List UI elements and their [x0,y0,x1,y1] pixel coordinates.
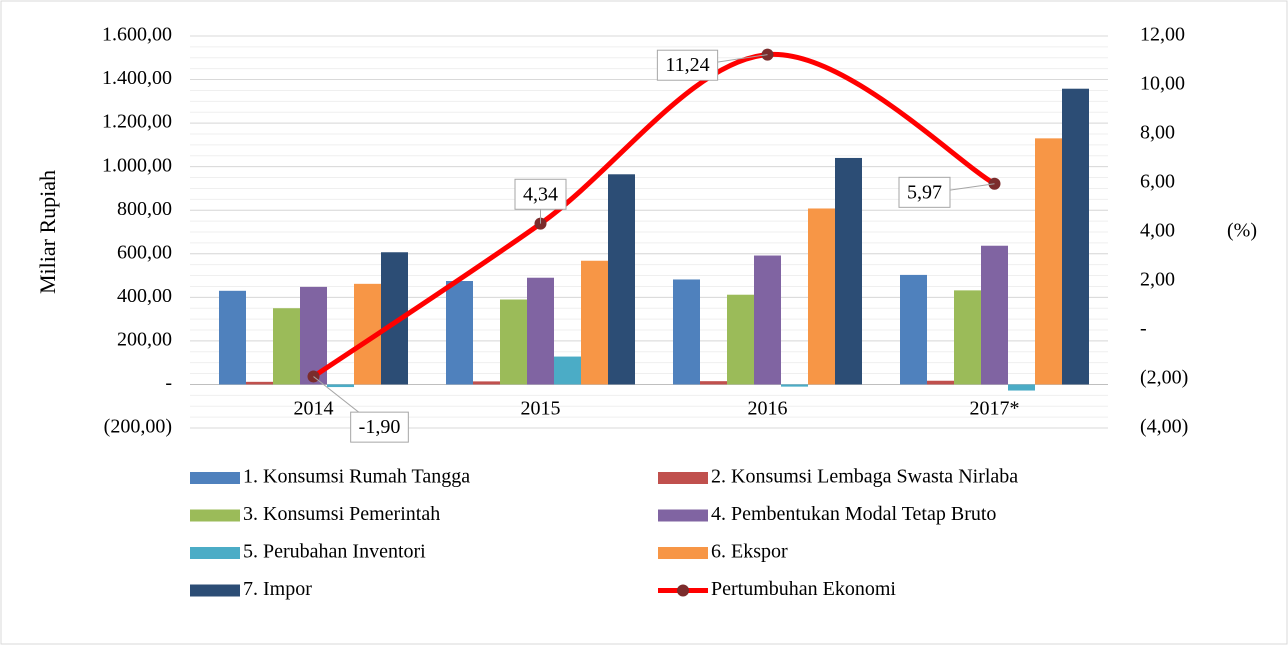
y2-tick-label: 12,00 [1140,24,1185,46]
legend-marker [677,584,689,597]
legend-label: 3. Konsumsi Pemerintah [243,503,440,525]
line [312,52,996,379]
data-label-box [514,178,567,210]
data-label-box [898,176,951,208]
bar [808,208,835,385]
y-tick-label: - [165,372,172,394]
y2-tick-label: (4,00) [1140,416,1188,438]
y-tick-label: 1.200,00 [102,111,172,133]
legend-swatch [658,509,708,522]
bar [1035,138,1062,385]
legend-label: 1. Konsumsi Rumah Tangga [243,466,470,488]
bar [554,356,581,385]
legend-label: 5. Perubahan Inventori [243,541,426,563]
bar [1062,88,1089,385]
legend-label: 7. Impor [243,578,312,600]
legend-swatch [190,509,240,522]
legend-swatch [658,472,708,484]
y-tick-label: 400,00 [117,285,172,307]
y2-tick-label: (2,00) [1140,367,1188,389]
y2-tick-label: 6,00 [1140,171,1175,193]
y2-tick-label: 2,00 [1140,269,1175,291]
x-tick-label: 2014 [294,398,334,420]
y-tick-label: 1.400,00 [102,67,172,89]
bar [219,290,246,385]
bar [327,384,354,388]
y2-axis-label: (%) [1227,220,1257,242]
legend-swatch [190,547,240,559]
y2-tick-label: - [1140,318,1147,340]
bar [581,260,608,385]
data-label: 11,24 [665,54,709,76]
y2-tick-label: 4,00 [1140,220,1175,242]
y-tick-label: 1.600,00 [102,24,172,46]
x-tick-label: 2015 [521,398,561,420]
bar [700,381,727,385]
bar [1008,384,1035,391]
data-label: 4,34 [523,183,558,205]
bar [835,157,862,385]
bar [900,274,927,385]
bar [727,294,754,385]
y-axis-label: Miliar Rupiah [35,170,60,294]
bar [754,255,781,385]
bar [927,380,954,385]
data-label-box [350,411,409,443]
data-label-box [656,49,719,81]
bar [673,279,700,385]
y-tick-label: 200,00 [117,328,172,350]
y-tick-label: (200,00) [104,416,172,438]
data-label: -1,90 [359,416,401,438]
data-label: 5,97 [907,181,942,203]
bar [781,384,808,387]
legend-label: 2. Konsumsi Lembaga Swasta Nirlaba [711,466,1018,488]
y2-tick-label: 10,00 [1140,73,1185,95]
y-tick-label: 600,00 [117,241,172,263]
bar [981,245,1008,385]
y-tick-label: 1.000,00 [102,154,172,176]
bar [527,277,554,385]
legend-swatch [190,584,240,597]
bar [608,174,635,385]
legend-swatch [190,472,240,484]
bar [954,290,981,385]
bar [473,381,500,385]
legend-label: Pertumbuhan Ekonomi [711,578,896,600]
x-tick-label: 2017* [970,398,1020,420]
bar [273,308,300,385]
legend-label: 4. Pembentukan Modal Tetap Bruto [711,503,996,525]
bar [446,281,473,385]
y-tick-label: 800,00 [117,198,172,220]
legend-swatch [658,547,708,559]
bar [500,299,527,385]
bar [246,381,273,385]
legend-label: 6. Ekspor [711,541,788,563]
y2-tick-label: 8,00 [1140,122,1175,144]
x-tick-label: 2016 [748,398,788,420]
